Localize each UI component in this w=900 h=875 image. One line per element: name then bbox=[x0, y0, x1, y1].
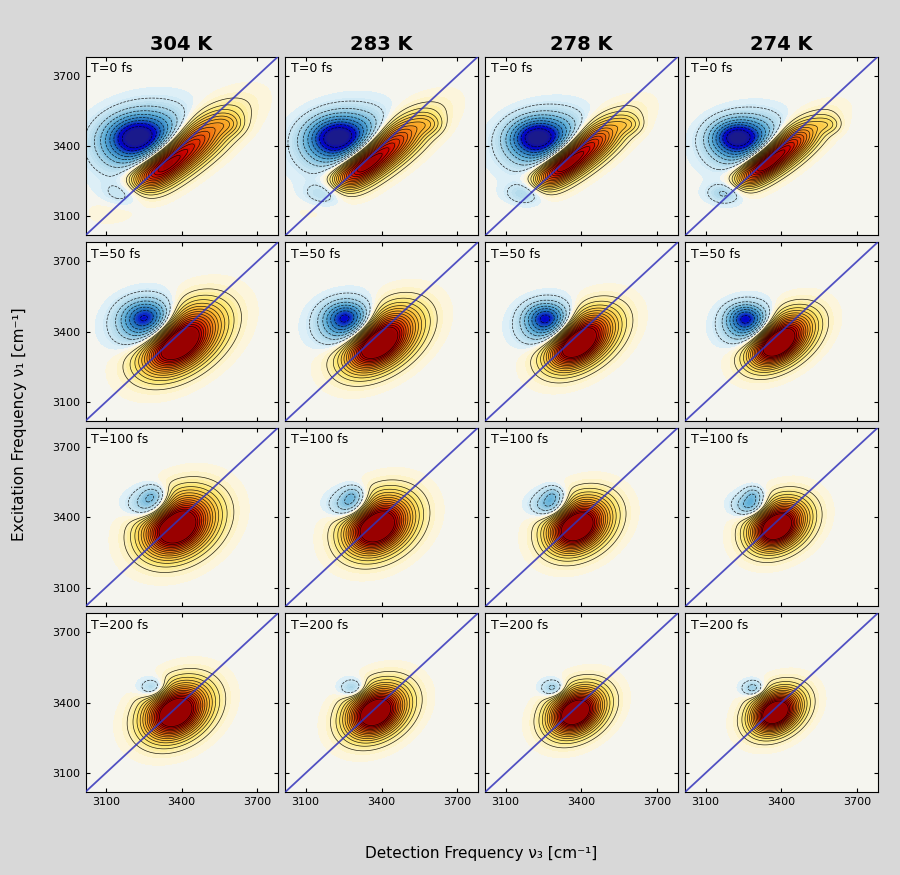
Text: T=200 fs: T=200 fs bbox=[491, 619, 548, 632]
Text: T=200 fs: T=200 fs bbox=[292, 619, 348, 632]
Title: 274 K: 274 K bbox=[750, 35, 813, 54]
Text: T=0 fs: T=0 fs bbox=[691, 62, 733, 75]
Text: T=200 fs: T=200 fs bbox=[691, 619, 748, 632]
Text: T=100 fs: T=100 fs bbox=[292, 433, 348, 446]
Title: 304 K: 304 K bbox=[150, 35, 212, 54]
Title: 278 K: 278 K bbox=[550, 35, 613, 54]
Text: T=50 fs: T=50 fs bbox=[691, 248, 741, 261]
Text: T=0 fs: T=0 fs bbox=[491, 62, 533, 75]
Text: T=200 fs: T=200 fs bbox=[91, 619, 148, 632]
Text: T=50 fs: T=50 fs bbox=[292, 248, 340, 261]
Text: T=100 fs: T=100 fs bbox=[91, 433, 148, 446]
Text: Excitation Frequency ν₁ [cm⁻¹]: Excitation Frequency ν₁ [cm⁻¹] bbox=[13, 307, 27, 541]
Text: T=100 fs: T=100 fs bbox=[691, 433, 748, 446]
Text: Detection Frequency ν₃ [cm⁻¹]: Detection Frequency ν₃ [cm⁻¹] bbox=[365, 845, 598, 861]
Text: T=50 fs: T=50 fs bbox=[491, 248, 541, 261]
Title: 283 K: 283 K bbox=[350, 35, 413, 54]
Text: T=100 fs: T=100 fs bbox=[491, 433, 548, 446]
Text: T=0 fs: T=0 fs bbox=[91, 62, 132, 75]
Text: T=50 fs: T=50 fs bbox=[91, 248, 140, 261]
Text: T=0 fs: T=0 fs bbox=[292, 62, 333, 75]
